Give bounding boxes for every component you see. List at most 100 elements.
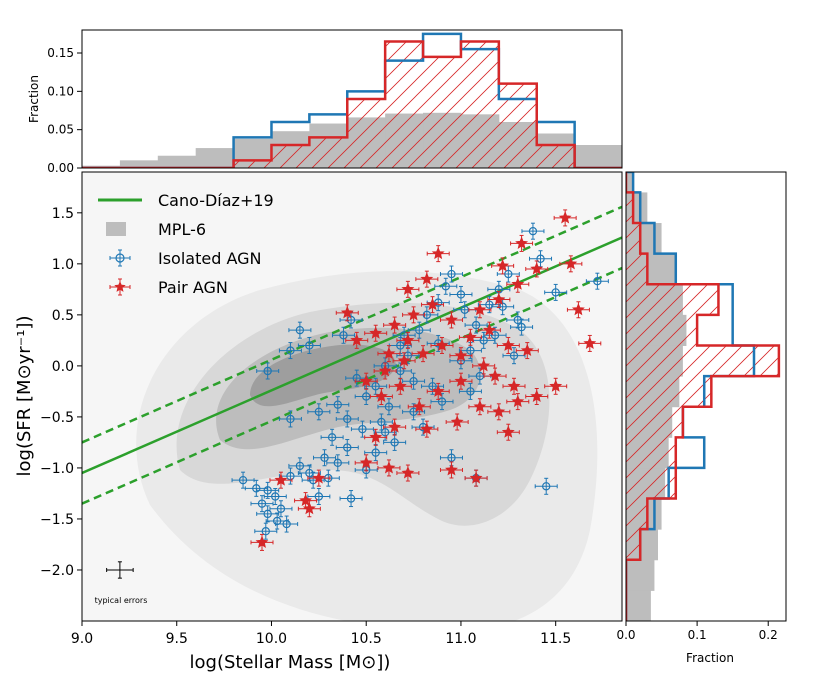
- top-histogram-ylabel: Fraction: [27, 75, 41, 123]
- right-histogram-panel: 0.0 0.1 0.2 Fraction: [616, 171, 787, 665]
- pair-agn-point: [491, 257, 515, 275]
- pair-agn-point: [487, 291, 511, 309]
- main-ytick-label: 1.0: [52, 257, 74, 273]
- top-histogram-panel: 0.00 0.05 0.10 0.15 Fraction: [27, 29, 623, 175]
- isolated-agn-point: [307, 403, 331, 421]
- pair-agn-point: [515, 342, 539, 360]
- fit-line-dashed: [82, 266, 622, 505]
- fit-line-dashed: [82, 205, 622, 444]
- pair-agn-point: [396, 331, 420, 349]
- pair-agn-point: [483, 367, 507, 385]
- pair-agn-point: [388, 377, 412, 395]
- isolated-agn-point: [320, 428, 344, 446]
- main-ylabel: log(SFR [M⊙yr⁻¹]): [14, 316, 35, 477]
- pair-agn-point: [402, 306, 426, 324]
- pair-agn-point: [496, 423, 520, 441]
- isolated-agn-point: [449, 285, 473, 303]
- pair-agn-point: [392, 352, 416, 370]
- pair-agn-point: [377, 459, 401, 477]
- typical-errors-marker: [106, 561, 134, 579]
- pair-agn-point: [354, 372, 378, 390]
- top-hist-ytick-label: 0.05: [47, 123, 74, 137]
- main-ytick-label: −2.0: [40, 563, 74, 579]
- right-hist-mpl6-bar: [626, 559, 655, 591]
- isolated-agn-point: [407, 321, 431, 339]
- top-histogram-frame: [81, 29, 623, 169]
- isolated-agn-point: [534, 477, 558, 495]
- pair-agn-point: [383, 316, 407, 334]
- legend-star-swatch: [109, 278, 131, 296]
- right-histogram-frame: [625, 171, 787, 622]
- right-hist-xtick-label: 0.2: [759, 628, 778, 642]
- isolated-agn-point: [313, 449, 337, 467]
- main-ytick-label: 0.0: [52, 359, 74, 375]
- isolated-agn-point: [335, 410, 359, 428]
- isolated-agn-point: [250, 495, 274, 513]
- top-hist-mpl6-bar: [119, 160, 159, 168]
- pair-agn-point: [506, 393, 530, 411]
- pair-agn-point: [464, 469, 488, 487]
- right-hist-isolated-step: [626, 172, 756, 621]
- right-hist-xtick-label: 0.0: [616, 628, 635, 642]
- pair-agn-point: [439, 461, 463, 479]
- main-ytick-label: −1.5: [40, 512, 74, 528]
- pair-agn-point: [578, 334, 602, 352]
- isolated-agn-point: [350, 420, 374, 438]
- top-hist-pair-step: [82, 40, 622, 168]
- isolated-agn-point: [383, 433, 407, 451]
- main-scatter-panel: 9.0 9.5 10.0 10.5 11.0 11.5 1.5 1.0 0.5 0.0 −0.5 −1…: [14, 171, 623, 673]
- pair-agn-point: [525, 260, 549, 278]
- isolated-agn-point: [269, 500, 293, 518]
- pair-agn-point: [506, 275, 530, 293]
- main-xtick-label: 11.5: [540, 631, 571, 647]
- pair-agn-point: [294, 492, 318, 510]
- pair-agn-point: [307, 469, 331, 487]
- pair-agn-point: [472, 357, 496, 375]
- isolated-agn-point: [263, 488, 287, 506]
- pair-agn-point: [487, 403, 511, 421]
- pair-agn-point: [525, 388, 549, 405]
- isolated-agn-point: [402, 372, 426, 390]
- top-hist-pair-hatch: [82, 41, 622, 168]
- pair-agn-point: [369, 388, 393, 405]
- contour-level-4: [250, 344, 396, 407]
- pair-agn-point: [250, 533, 274, 551]
- pair-agn-points: [250, 209, 602, 551]
- pair-agn-point: [468, 301, 492, 319]
- right-hist-mpl6-bar: [626, 590, 651, 621]
- isolated-agn-point: [464, 316, 488, 334]
- legend-circle-swatch: [109, 249, 131, 267]
- isolated-agn-point: [369, 413, 393, 431]
- main-ytick-label: −0.5: [40, 410, 74, 426]
- pair-agn-point: [426, 245, 450, 263]
- pair-agn-point: [458, 328, 482, 346]
- legend-label-pair: Pair AGN: [158, 278, 228, 297]
- isolated-agn-point: [439, 265, 463, 283]
- main-ytick-label: −1.0: [40, 461, 74, 477]
- isolated-agn-point: [288, 321, 312, 339]
- main-xtick-label: 10.5: [351, 631, 382, 647]
- pair-agn-point: [502, 377, 526, 395]
- isolated-agn-point: [529, 250, 553, 268]
- pair-agn-point: [364, 428, 388, 446]
- pair-agn-point: [396, 280, 420, 298]
- pair-agn-point: [439, 311, 463, 329]
- isolated-agn-point: [254, 522, 278, 540]
- main-plot-frame: [81, 171, 623, 622]
- isolated-agn-point: [544, 283, 568, 301]
- isolated-agn-point: [458, 382, 482, 400]
- main-ytick-label: 0.5: [52, 308, 74, 324]
- isolated-agn-point: [256, 362, 280, 380]
- pair-agn-point: [415, 270, 439, 288]
- main-xlabel: log(Stellar Mass [M⊙]): [190, 652, 391, 673]
- pair-agn-point: [411, 345, 435, 363]
- top-hist-ytick-label: 0.10: [47, 84, 74, 98]
- isolated-agn-point: [297, 336, 321, 354]
- fit-line: [82, 236, 622, 475]
- main-xtick-label: 9.0: [71, 631, 93, 647]
- pair-agn-point: [559, 255, 583, 273]
- pair-agn-point: [430, 336, 454, 354]
- pair-agn-point: [477, 321, 501, 339]
- main-ytick-label: 1.5: [52, 206, 74, 222]
